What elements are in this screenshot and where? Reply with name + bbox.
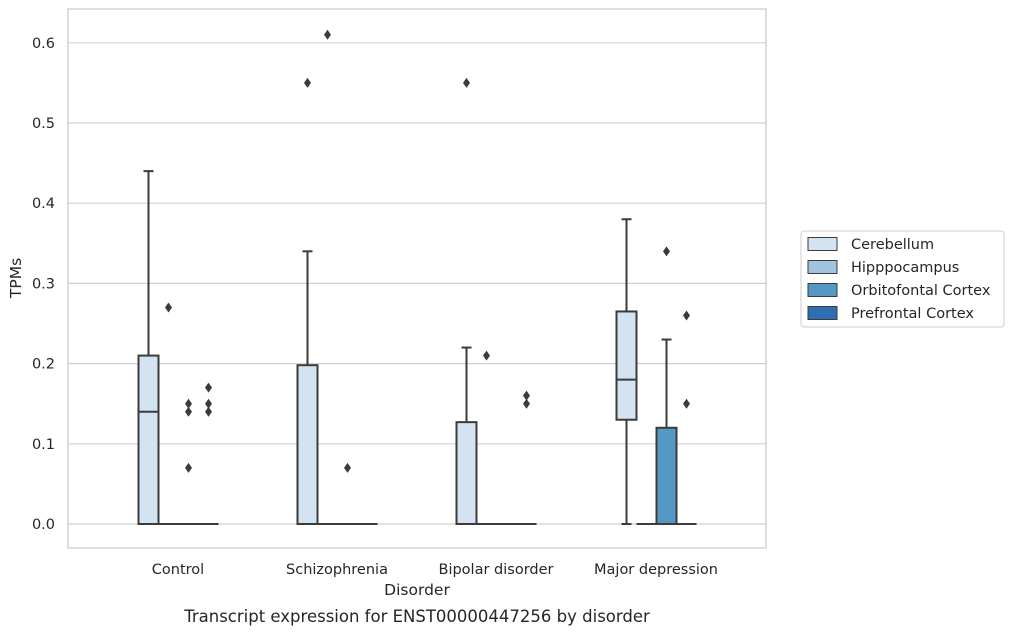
y-tick-labels: 0.0 0.1 0.2 0.3 0.4 0.5 0.6 <box>32 36 55 533</box>
outlier-point <box>683 310 690 321</box>
y-tick-label: 0.6 <box>32 36 55 52</box>
y-tick-label: 0.3 <box>32 276 55 292</box>
legend-swatch <box>807 306 838 320</box>
x-tick-label: Major depression <box>594 562 718 578</box>
outlier-point <box>324 29 331 40</box>
y-tick-label: 0.4 <box>32 196 55 212</box>
box-prefrontal-cortex-0 <box>198 382 219 525</box>
outlier-point <box>523 390 530 401</box>
legend-swatch <box>807 237 838 251</box>
box-orbitofontal-cortex-1 <box>337 462 358 525</box>
y-tick-label: 0.1 <box>32 437 55 453</box>
y-tick-label: 0.2 <box>32 357 55 373</box>
outlier-point <box>205 382 212 393</box>
outlier-point <box>205 398 212 409</box>
x-tick-label: Bipolar disorder <box>439 562 554 578</box>
legend-label: Hipppocampus <box>851 260 959 276</box>
gridlines <box>68 42 766 525</box>
x-tick-label: Control <box>152 562 204 578</box>
chart-caption: Transcript expression for ENST0000044725… <box>183 607 650 626</box>
box-orbitofontal-cortex-3 <box>655 246 678 526</box>
legend-swatch <box>807 260 838 274</box>
legend-swatch <box>807 283 838 297</box>
box-cerebellum-2 <box>455 77 478 525</box>
x-tick-label: Schizophrenia <box>286 562 388 578</box>
outlier-point <box>185 462 192 473</box>
x-axis-label: Disorder <box>384 581 450 599</box>
box-body <box>296 364 319 526</box>
outlier-point <box>663 246 670 257</box>
outlier-point <box>205 406 212 417</box>
box-hipppocampus-1 <box>317 29 338 525</box>
box-orbitofontal-cortex-0 <box>178 398 199 525</box>
box-cerebellum-1 <box>296 77 319 526</box>
outlier-point <box>463 77 470 88</box>
box-hipppocampus-2 <box>476 350 497 525</box>
outlier-point <box>683 398 690 409</box>
plot-area-frame <box>67 8 767 549</box>
outlier-point <box>304 77 311 88</box>
outlier-point <box>185 398 192 409</box>
outlier-point <box>344 462 351 473</box>
y-tick-label: 0.5 <box>32 116 55 132</box>
x-tick-labels: Control Schizophrenia Bipolar disorder Majo… <box>152 562 718 578</box>
outlier-point <box>165 302 172 313</box>
box-hipppocampus-0 <box>158 302 179 525</box>
box-body <box>655 426 678 526</box>
box-prefrontal-cortex-3 <box>676 310 697 525</box>
legend-label: Orbitofontal Cortex <box>851 283 991 299</box>
y-axis-label: TPMs <box>7 258 25 299</box>
legend-frame <box>800 230 1005 328</box>
outlier-point <box>185 406 192 417</box>
legend-label: Cerebellum <box>851 237 934 253</box>
outlier-point <box>483 350 490 361</box>
box-body <box>137 354 160 525</box>
outlier-point <box>523 398 530 409</box>
legend: Cerebellum Hipppocampus Orbitofontal Corte… <box>800 230 1005 328</box>
box-prefrontal-cortex-2 <box>516 390 537 525</box>
y-tick-label: 0.0 <box>32 517 55 533</box>
legend-label: Prefrontal Cortex <box>851 306 974 322</box>
box-cerebellum-0 <box>137 170 160 525</box>
box-cerebellum-3 <box>615 218 638 525</box>
boxes <box>137 29 697 526</box>
box-body <box>615 310 638 421</box>
box-body <box>455 421 478 525</box>
